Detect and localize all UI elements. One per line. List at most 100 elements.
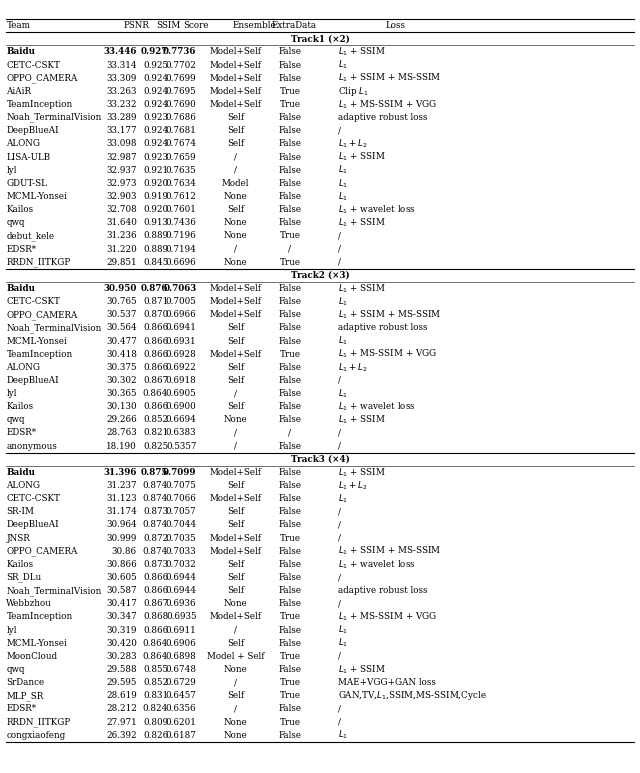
Text: Baidu: Baidu [6, 284, 35, 293]
Text: EDSR*: EDSR* [6, 244, 36, 254]
Text: EDSR*: EDSR* [6, 428, 36, 438]
Text: SSIM: SSIM [156, 21, 180, 30]
Text: 0.821: 0.821 [143, 428, 168, 438]
Text: Score: Score [184, 21, 209, 30]
Text: Kailos: Kailos [6, 560, 33, 569]
Text: 30.537: 30.537 [106, 310, 137, 319]
Text: 0.866: 0.866 [143, 625, 168, 635]
Text: 0.889: 0.889 [143, 244, 168, 254]
Text: 0.873: 0.873 [143, 507, 168, 516]
Text: 33.232: 33.232 [106, 100, 137, 109]
Text: 28.763: 28.763 [106, 428, 137, 438]
Text: Self: Self [227, 126, 244, 135]
Text: 0.825: 0.825 [143, 441, 168, 451]
Text: $L_1$: $L_1$ [337, 387, 348, 400]
Text: $L_1$: $L_1$ [337, 637, 348, 649]
Text: False: False [278, 73, 301, 83]
Text: qwq: qwq [6, 218, 25, 227]
Text: SR-IM: SR-IM [6, 507, 35, 516]
Text: 28.619: 28.619 [106, 691, 137, 700]
Text: 0.7436: 0.7436 [166, 218, 196, 227]
Text: 0.7612: 0.7612 [166, 192, 196, 201]
Text: False: False [278, 507, 301, 516]
Text: False: False [278, 297, 301, 306]
Text: 0.7044: 0.7044 [165, 520, 196, 530]
Text: 0.7196: 0.7196 [166, 231, 196, 240]
Text: DeepBlueAI: DeepBlueAI [6, 126, 59, 135]
Text: 33.314: 33.314 [106, 60, 137, 70]
Text: 0.874: 0.874 [143, 494, 168, 503]
Text: False: False [278, 152, 301, 162]
Text: GDUT-SL: GDUT-SL [6, 179, 47, 188]
Text: 0.7674: 0.7674 [166, 139, 196, 148]
Text: False: False [278, 665, 301, 674]
Text: False: False [278, 192, 301, 201]
Text: 33.098: 33.098 [106, 139, 137, 148]
Text: False: False [278, 415, 301, 424]
Text: $L_1 + L_2$: $L_1 + L_2$ [337, 361, 367, 373]
Text: 31.236: 31.236 [106, 231, 137, 240]
Text: 30.950: 30.950 [104, 284, 137, 293]
Text: 31.123: 31.123 [106, 494, 137, 503]
Text: 31.174: 31.174 [106, 507, 137, 516]
Text: 30.365: 30.365 [106, 389, 137, 398]
Text: False: False [278, 441, 301, 451]
Text: Model+Self: Model+Self [209, 100, 261, 109]
Text: Model+Self: Model+Self [209, 349, 261, 359]
Text: 0.866: 0.866 [143, 323, 168, 332]
Text: 0.7057: 0.7057 [166, 507, 196, 516]
Text: EDSR*: EDSR* [6, 704, 36, 713]
Text: False: False [278, 336, 301, 346]
Text: Self: Self [227, 363, 244, 372]
Text: Model+Self: Model+Self [209, 612, 261, 621]
Text: /: / [337, 441, 340, 451]
Text: None: None [223, 730, 247, 740]
Text: 30.605: 30.605 [106, 573, 137, 582]
Text: 29.266: 29.266 [106, 415, 137, 424]
Text: MCML-Yonsei: MCML-Yonsei [6, 638, 67, 648]
Text: 33.446: 33.446 [104, 47, 137, 56]
Text: 0.866: 0.866 [143, 363, 168, 372]
Text: 32.903: 32.903 [106, 192, 137, 201]
Text: True: True [280, 678, 300, 687]
Text: 28.212: 28.212 [106, 704, 137, 713]
Text: Kailos: Kailos [6, 205, 33, 214]
Text: SrDance: SrDance [6, 678, 45, 687]
Text: False: False [278, 625, 301, 635]
Text: True: True [280, 231, 300, 240]
Text: Webbzhou: Webbzhou [6, 599, 52, 608]
Text: $L_1 + L_2$: $L_1 + L_2$ [337, 138, 367, 150]
Text: 0.7033: 0.7033 [166, 547, 196, 556]
Text: 0.6383: 0.6383 [166, 428, 196, 438]
Text: False: False [278, 60, 301, 70]
Text: 0.920: 0.920 [143, 205, 168, 214]
Text: 18.190: 18.190 [106, 441, 137, 451]
Text: /: / [337, 428, 340, 438]
Text: /: / [337, 507, 340, 516]
Text: 0.7032: 0.7032 [166, 560, 196, 569]
Text: Kailos: Kailos [6, 402, 33, 411]
Text: $L_1$: $L_1$ [337, 190, 348, 203]
Text: 0.7699: 0.7699 [166, 73, 196, 83]
Text: 0.923: 0.923 [143, 152, 168, 162]
Text: CETC-CSKT: CETC-CSKT [6, 297, 60, 306]
Text: 0.6748: 0.6748 [166, 665, 196, 674]
Text: MCML-Yonsei: MCML-Yonsei [6, 336, 67, 346]
Text: False: False [278, 218, 301, 227]
Text: $L_1$: $L_1$ [337, 729, 348, 741]
Text: 0.927: 0.927 [141, 47, 168, 56]
Text: False: False [278, 113, 301, 122]
Text: Model+Self: Model+Self [209, 87, 261, 96]
Text: False: False [278, 165, 301, 175]
Text: 0.7601: 0.7601 [166, 205, 196, 214]
Text: 0.924: 0.924 [143, 87, 168, 96]
Text: $L_1$: $L_1$ [337, 164, 348, 176]
Text: Self: Self [227, 481, 244, 490]
Text: debut_kele: debut_kele [6, 231, 54, 240]
Text: 30.587: 30.587 [106, 586, 137, 595]
Text: 0.6944: 0.6944 [166, 573, 196, 582]
Text: CETC-CSKT: CETC-CSKT [6, 60, 60, 70]
Text: 0.867: 0.867 [143, 376, 168, 385]
Text: 30.765: 30.765 [106, 297, 137, 306]
Text: 0.7075: 0.7075 [166, 481, 196, 490]
